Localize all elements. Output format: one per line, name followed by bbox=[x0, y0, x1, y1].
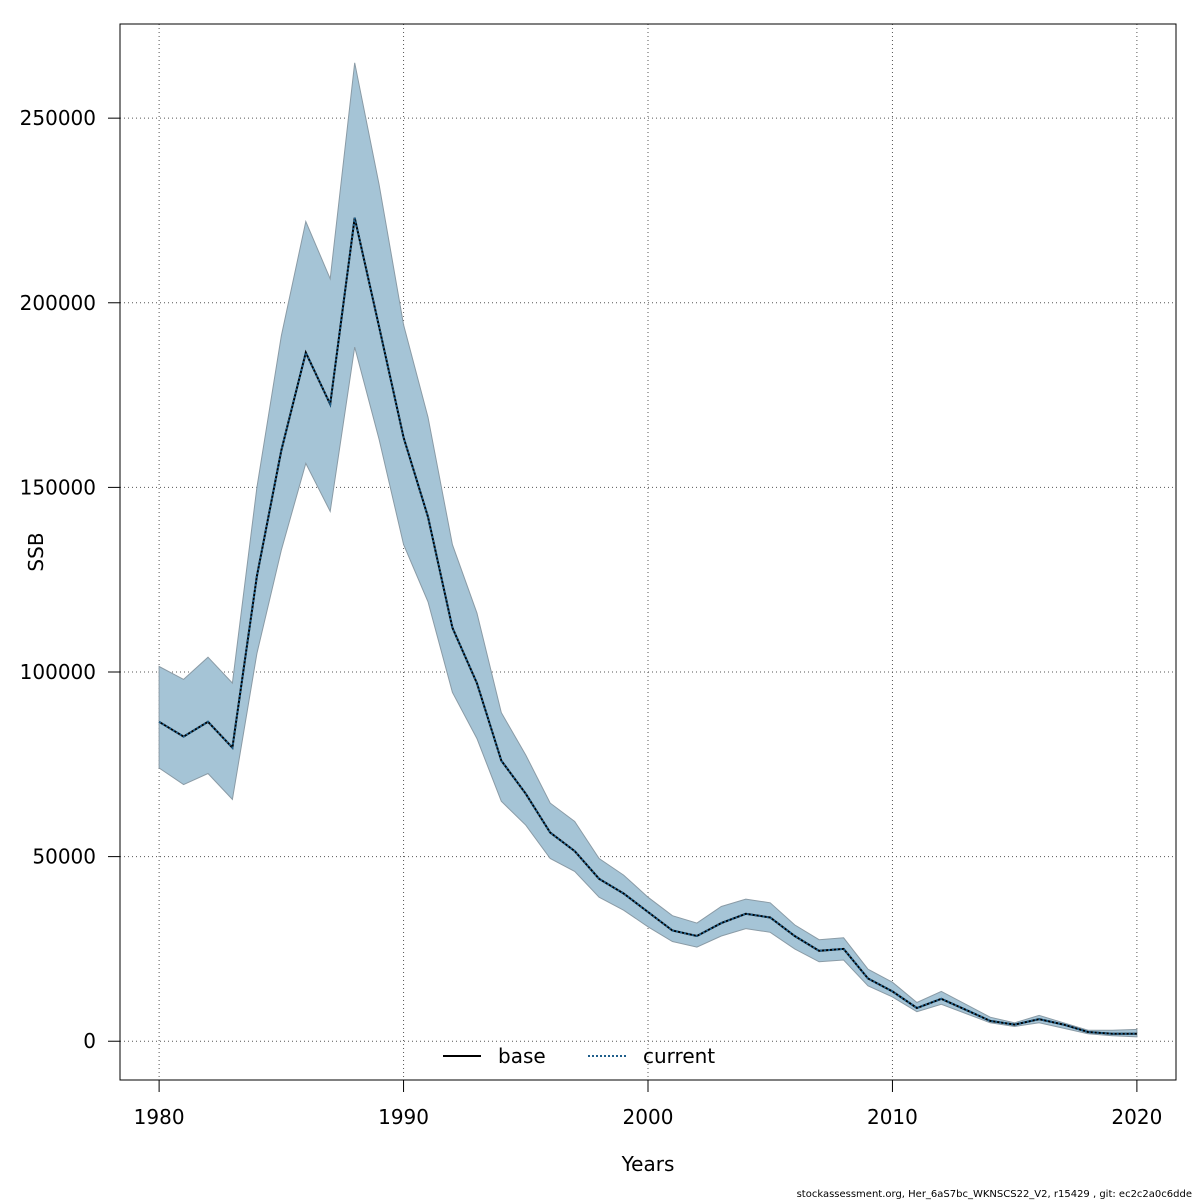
y-axis: 0 50000 100000 150000 200000 250000 bbox=[20, 106, 120, 1053]
y-tick-label-200000: 200000 bbox=[20, 291, 96, 315]
series-line-current bbox=[158, 217, 1137, 1035]
footer-note: stockassessment.org, Her_6aS7bc_WKNSCS22… bbox=[797, 1189, 1192, 1200]
x-tick-label-2020: 2020 bbox=[1111, 1105, 1162, 1129]
y-tick-label-150000: 150000 bbox=[20, 475, 96, 499]
confidence-band bbox=[158, 62, 1138, 1038]
y-tick-label-250000: 250000 bbox=[20, 106, 96, 130]
y-tick-label-0: 0 bbox=[83, 1029, 96, 1053]
legend: base current bbox=[443, 1044, 715, 1068]
legend-label-base: base bbox=[498, 1044, 546, 1068]
x-axis: 1980 1990 2000 2010 2020 bbox=[134, 1080, 1162, 1129]
x-axis-title: Years bbox=[621, 1152, 675, 1176]
y-tick-label-50000: 50000 bbox=[32, 845, 96, 869]
legend-label-current: current bbox=[643, 1044, 715, 1068]
x-tick-label-1990: 1990 bbox=[378, 1105, 429, 1129]
x-tick-label-2010: 2010 bbox=[867, 1105, 918, 1129]
gridlines bbox=[120, 24, 1176, 1080]
y-axis-title: SSB bbox=[24, 532, 48, 571]
y-tick-label-100000: 100000 bbox=[20, 660, 96, 684]
x-tick-label-1980: 1980 bbox=[134, 1105, 185, 1129]
x-tick-label-2000: 2000 bbox=[623, 1105, 674, 1129]
